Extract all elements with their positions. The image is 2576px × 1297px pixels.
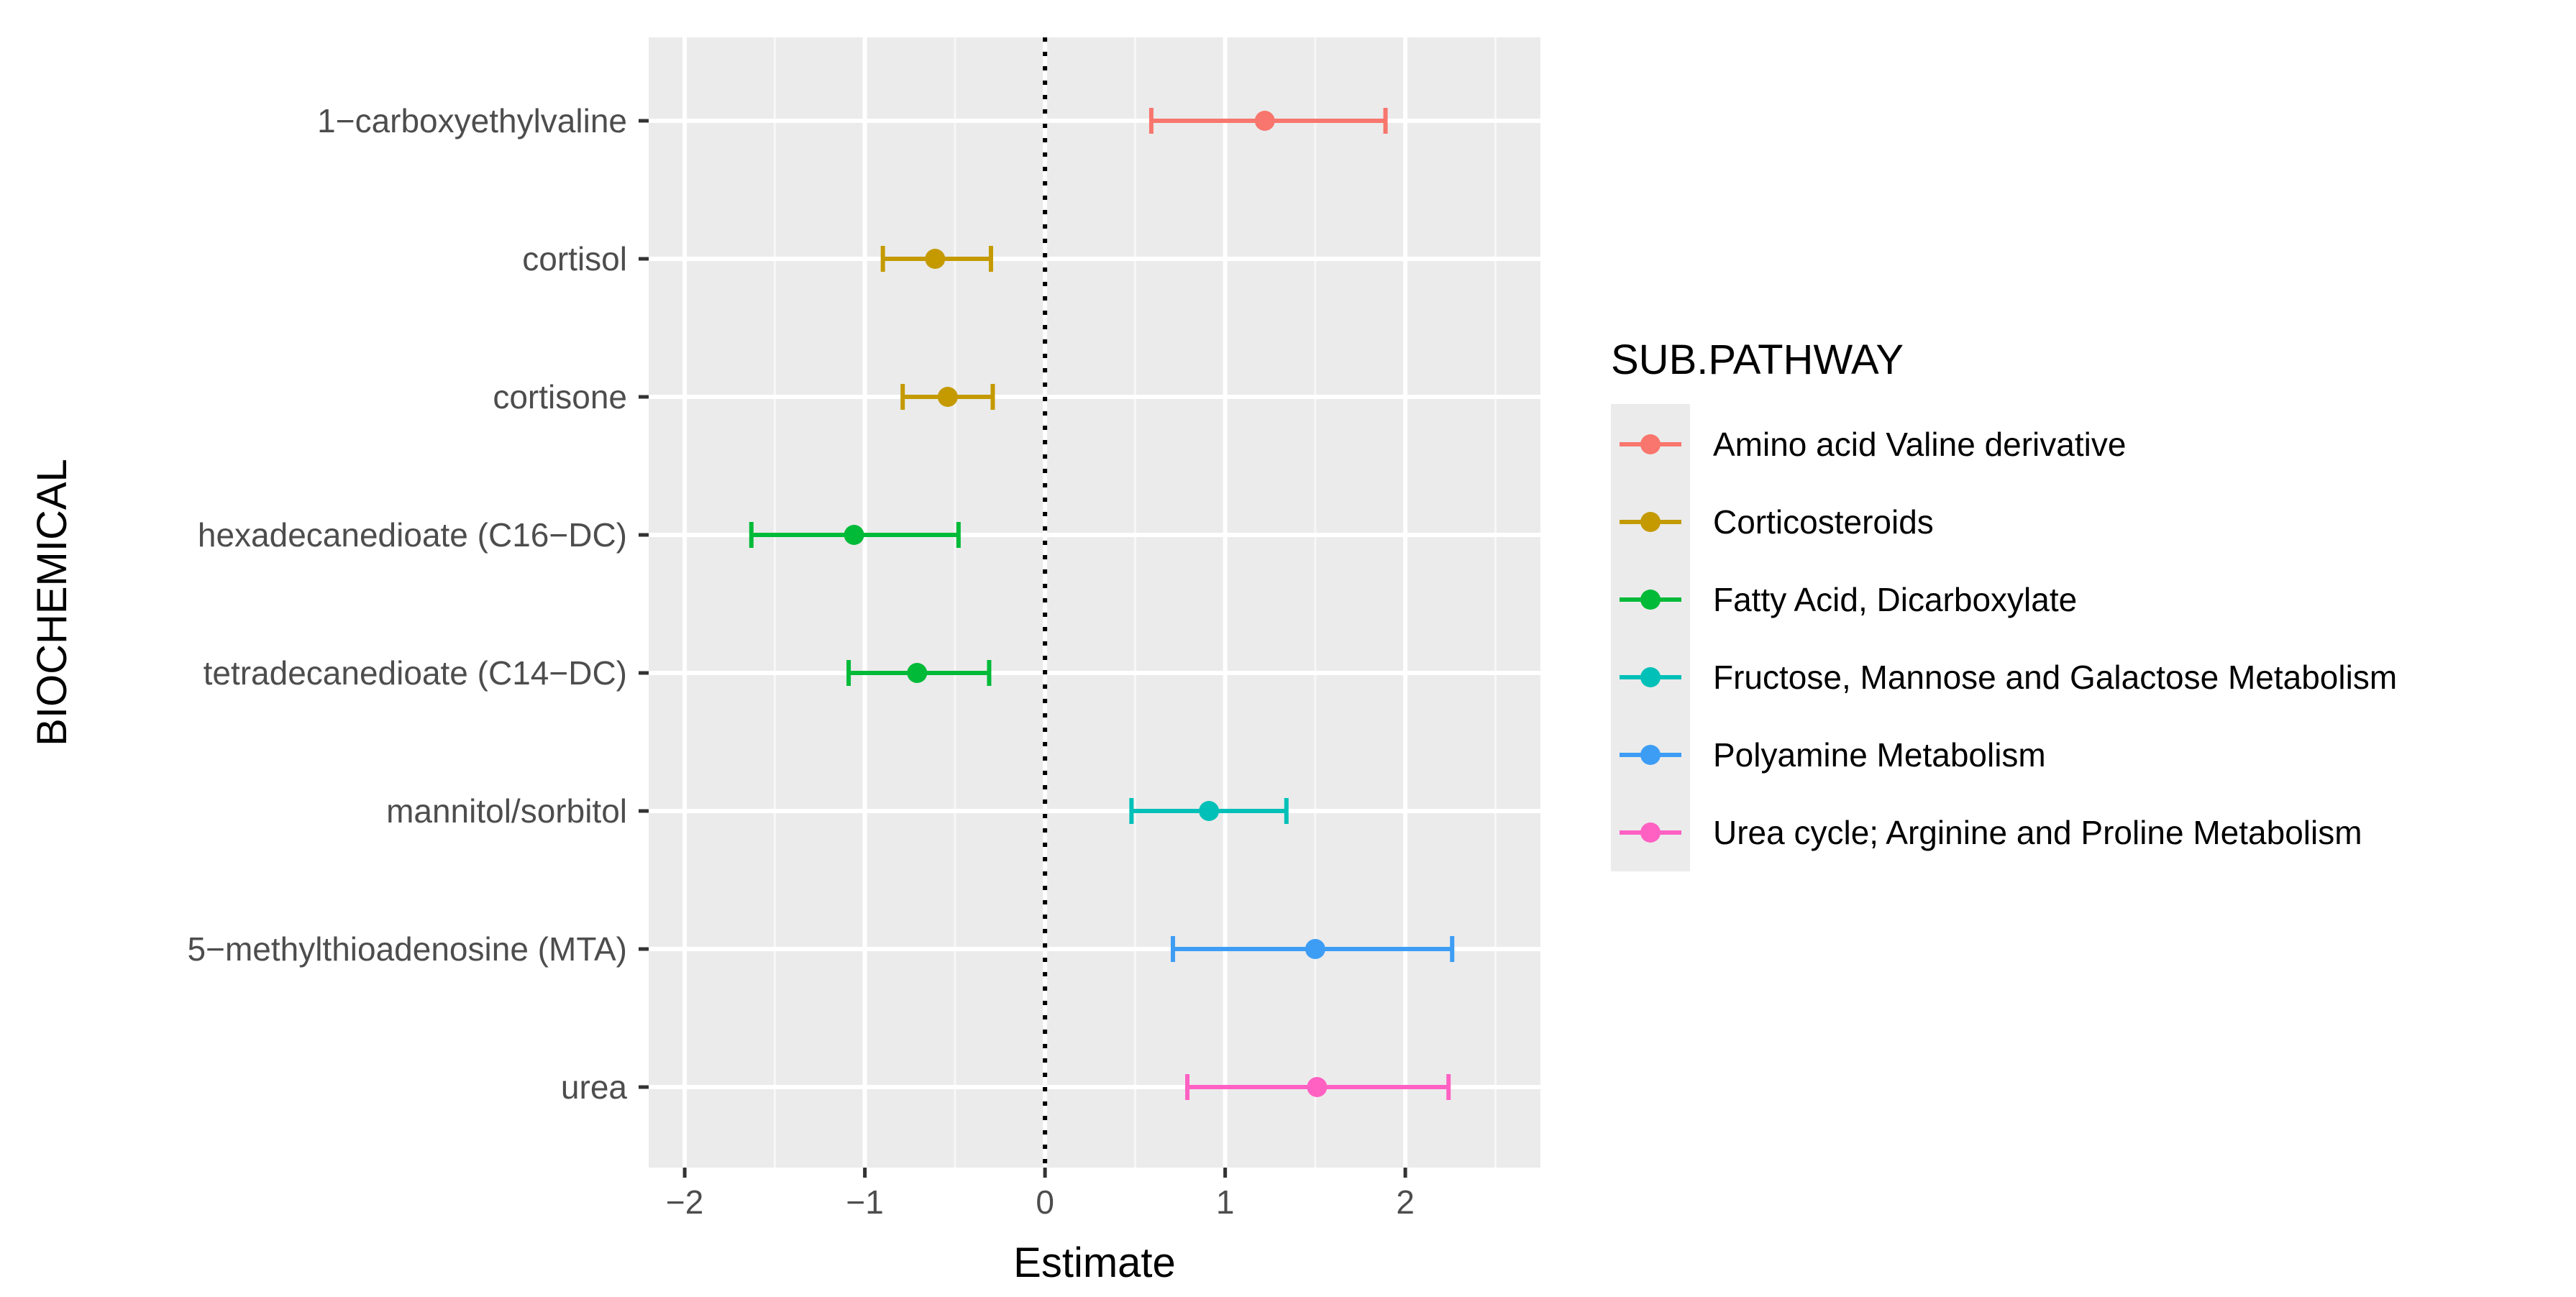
legend-item: Corticosteroids bbox=[1620, 503, 1934, 541]
estimate-point bbox=[925, 249, 946, 269]
legend-title: SUB.PATHWAY bbox=[1611, 336, 1904, 383]
legend-item-label: Corticosteroids bbox=[1713, 503, 1934, 541]
legend-key-point bbox=[1640, 590, 1661, 610]
x-tick-label: −2 bbox=[666, 1183, 703, 1221]
estimate-point bbox=[907, 663, 928, 683]
x-tick-label: 0 bbox=[1036, 1183, 1054, 1221]
x-tick-label: 1 bbox=[1216, 1183, 1235, 1221]
estimate-row bbox=[880, 246, 993, 272]
legend-key-point bbox=[1640, 512, 1661, 532]
legend-item-label: Fructose, Mannose and Galactose Metaboli… bbox=[1713, 659, 2397, 696]
estimate-row bbox=[1185, 1074, 1451, 1100]
estimate-row bbox=[846, 660, 992, 686]
estimate-point bbox=[1254, 111, 1275, 131]
estimate-point bbox=[1305, 939, 1325, 959]
y-tick-label: 5−methylthioadenosine (MTA) bbox=[188, 930, 628, 968]
legend: SUB.PATHWAY Amino acid Valine derivative… bbox=[1611, 336, 2397, 871]
estimate-row bbox=[900, 384, 995, 410]
y-tick-label: urea bbox=[561, 1068, 627, 1106]
x-axis: −2 −1 0 1 2 bbox=[666, 1168, 1415, 1221]
legend-item-label: Urea cycle; Arginine and Proline Metabol… bbox=[1713, 814, 2362, 851]
y-tick-label: cortisol bbox=[522, 240, 627, 278]
legend-item: Urea cycle; Arginine and Proline Metabol… bbox=[1620, 814, 2362, 851]
y-tick-label: 1−carboxyethylvaline bbox=[317, 102, 627, 139]
data-marks bbox=[749, 108, 1455, 1100]
x-axis-title: Estimate bbox=[1013, 1239, 1176, 1286]
grid-minor bbox=[773, 37, 1497, 1168]
estimate-point bbox=[1199, 801, 1220, 821]
x-tick-label: −1 bbox=[846, 1183, 883, 1221]
y-axis: 1−carboxyethylvaline cortisol cortisone hex… bbox=[188, 102, 649, 1106]
panel-background bbox=[649, 37, 1540, 1168]
y-tick-label: mannitol/sorbitol bbox=[386, 792, 627, 830]
estimate-row bbox=[1148, 108, 1388, 134]
legend-items: Amino acid Valine derivative Corticostero… bbox=[1620, 426, 2397, 851]
estimate-row bbox=[749, 522, 961, 548]
legend-item-label: Fatty Acid, Dicarboxylate bbox=[1713, 581, 2077, 618]
legend-item: Fatty Acid, Dicarboxylate bbox=[1620, 581, 2077, 618]
y-axis-title: BIOCHEMICAL bbox=[29, 459, 76, 746]
legend-key-background bbox=[1611, 404, 1690, 871]
legend-item-label: Polyamine Metabolism bbox=[1713, 736, 2046, 774]
legend-key-point bbox=[1640, 667, 1661, 687]
legend-key-point bbox=[1640, 745, 1661, 765]
estimate-row bbox=[1129, 798, 1289, 824]
y-tick-label: cortisone bbox=[493, 378, 627, 416]
y-tick-label: hexadecanedioate (C16−DC) bbox=[198, 516, 627, 554]
legend-item-label: Amino acid Valine derivative bbox=[1713, 426, 2126, 463]
estimate-point bbox=[844, 525, 864, 545]
legend-item: Polyamine Metabolism bbox=[1620, 736, 2046, 774]
estimate-point bbox=[937, 387, 958, 407]
estimate-point bbox=[1307, 1077, 1328, 1097]
legend-item: Fructose, Mannose and Galactose Metaboli… bbox=[1620, 659, 2397, 696]
estimate-row bbox=[1170, 936, 1455, 962]
legend-key-point bbox=[1640, 434, 1661, 454]
y-tick-label: tetradecanedioate (C14−DC) bbox=[204, 654, 627, 692]
x-tick-label: 2 bbox=[1396, 1183, 1415, 1221]
legend-key-point bbox=[1640, 822, 1661, 843]
legend-item: Amino acid Valine derivative bbox=[1620, 426, 2126, 463]
